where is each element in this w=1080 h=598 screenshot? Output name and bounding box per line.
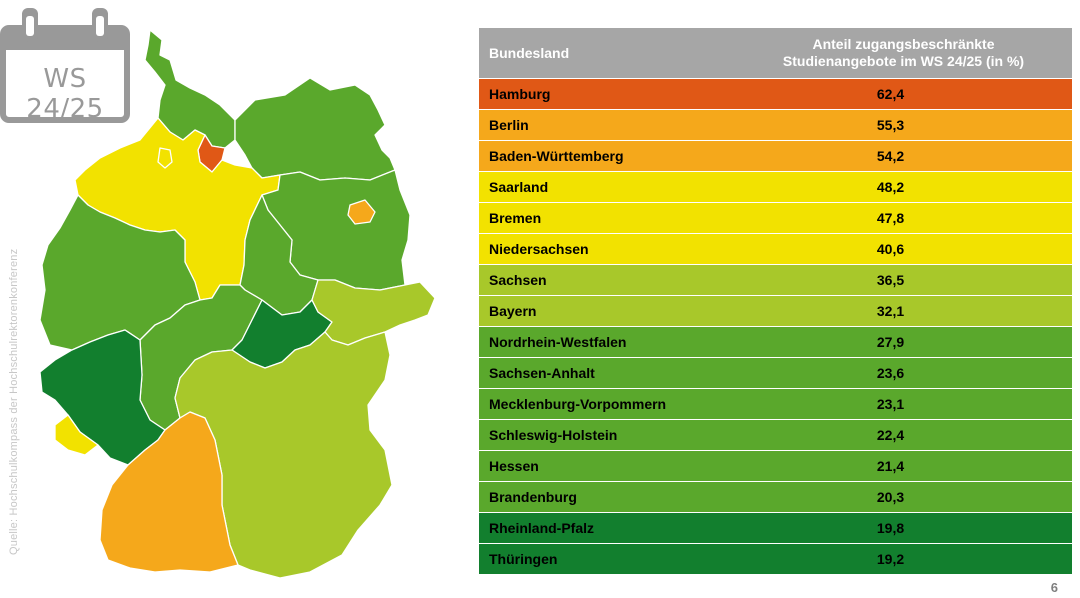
- table-row: Sachsen 36,5: [479, 264, 1072, 296]
- state-saarland[interactable]: [54, 414, 99, 456]
- state-name: Brandenburg: [479, 481, 739, 513]
- state-share-value: 55,3: [739, 109, 1072, 141]
- column-header-share-line1: Anteil zugangsbeschränkte: [812, 36, 995, 52]
- state-share-value: 32,1: [739, 295, 1072, 327]
- state-name: Thüringen: [479, 543, 739, 575]
- calendar-label: WS 24/25: [26, 64, 104, 124]
- table-row: Niedersachsen 40,6: [479, 233, 1072, 265]
- ranking-table: Bundesland Anteil zugangsbeschränkte Stu…: [479, 28, 1072, 575]
- state-share-value: 23,6: [739, 357, 1072, 389]
- state-share-value: 19,2: [739, 543, 1072, 575]
- table-body: Hamburg 62,4 Berlin 55,3 Baden-Württemberg 54…: [479, 78, 1072, 575]
- table-row: Brandenburg 20,3: [479, 481, 1072, 513]
- table-row: Saarland 48,2: [479, 171, 1072, 203]
- table-row: Baden-Württemberg 54,2: [479, 140, 1072, 172]
- calendar-badge: WS 24/25: [0, 0, 130, 125]
- state-sachsen[interactable]: [311, 279, 436, 346]
- state-name: Hamburg: [479, 78, 739, 110]
- state-name: Berlin: [479, 109, 739, 141]
- table-row: Mecklenburg-Vorpommern 23,1: [479, 388, 1072, 420]
- state-berlin[interactable]: [347, 199, 376, 225]
- state-mecklenburg-vorpommern[interactable]: [234, 77, 396, 181]
- state-share-value: 20,3: [739, 481, 1072, 513]
- table-row: Berlin 55,3: [479, 109, 1072, 141]
- state-share-value: 27,9: [739, 326, 1072, 358]
- state-share-value: 48,2: [739, 171, 1072, 203]
- state-share-value: 23,1: [739, 388, 1072, 420]
- state-name: Nordrhein-Westfalen: [479, 326, 739, 358]
- table-row: Hessen 21,4: [479, 450, 1072, 482]
- state-share-value: 21,4: [739, 450, 1072, 482]
- state-name: Hessen: [479, 450, 739, 482]
- state-name: Bremen: [479, 202, 739, 234]
- table-row: Hamburg 62,4: [479, 78, 1072, 110]
- table-header-row: Bundesland Anteil zugangsbeschränkte Stu…: [479, 28, 1072, 79]
- state-name: Sachsen-Anhalt: [479, 357, 739, 389]
- state-share-value: 22,4: [739, 419, 1072, 451]
- table-row: Bayern 32,1: [479, 295, 1072, 327]
- state-name: Schleswig-Holstein: [479, 419, 739, 451]
- table-row: Bremen 47,8: [479, 202, 1072, 234]
- state-name: Bayern: [479, 295, 739, 327]
- table-row: Rheinland-Pfalz 19,8: [479, 512, 1072, 544]
- state-name: Niedersachsen: [479, 233, 739, 265]
- state-baden-wuerttemberg[interactable]: [99, 411, 239, 573]
- column-header-share-line2: Studienangebote im WS 24/25 (in %): [782, 53, 1025, 69]
- state-share-value: 36,5: [739, 264, 1072, 296]
- state-name: Baden-Württemberg: [479, 140, 739, 172]
- germany-map: [39, 29, 436, 579]
- table-row: Thüringen 19,2: [479, 543, 1072, 575]
- state-bremen[interactable]: [157, 147, 173, 169]
- state-name: Mecklenburg-Vorpommern: [479, 388, 739, 420]
- column-header-state: Bundesland: [479, 28, 739, 79]
- state-share-value: 40,6: [739, 233, 1072, 265]
- page-number: 6: [1050, 580, 1058, 595]
- state-name: Rheinland-Pfalz: [479, 512, 739, 544]
- state-name: Saarland: [479, 171, 739, 203]
- table-row: Sachsen-Anhalt 23,6: [479, 357, 1072, 389]
- table-row: Nordrhein-Westfalen 27,9: [479, 326, 1072, 358]
- state-share-value: 19,8: [739, 512, 1072, 544]
- table-row: Schleswig-Holstein 22,4: [479, 419, 1072, 451]
- state-share-value: 54,2: [739, 140, 1072, 172]
- state-name: Sachsen: [479, 264, 739, 296]
- state-share-value: 62,4: [739, 78, 1072, 110]
- column-header-share: Anteil zugangsbeschränkte Studienangebot…: [739, 28, 1072, 79]
- calendar-icon: [0, 8, 130, 123]
- state-share-value: 47,8: [739, 202, 1072, 234]
